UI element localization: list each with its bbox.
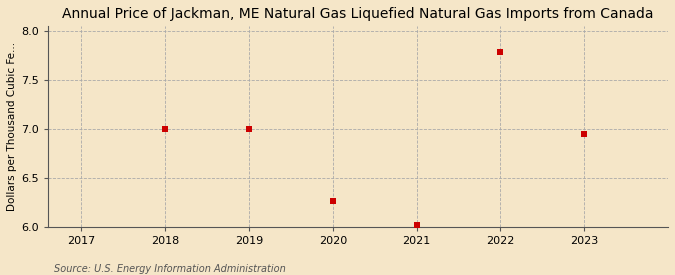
Point xyxy=(244,127,254,131)
Y-axis label: Dollars per Thousand Cubic Fe...: Dollars per Thousand Cubic Fe... xyxy=(7,42,17,211)
Point xyxy=(495,50,506,54)
Point xyxy=(579,132,590,136)
Point xyxy=(411,223,422,227)
Point xyxy=(327,198,338,203)
Title: Annual Price of Jackman, ME Natural Gas Liquefied Natural Gas Imports from Canad: Annual Price of Jackman, ME Natural Gas … xyxy=(62,7,653,21)
Point xyxy=(160,127,171,131)
Text: Source: U.S. Energy Information Administration: Source: U.S. Energy Information Administ… xyxy=(54,264,286,274)
